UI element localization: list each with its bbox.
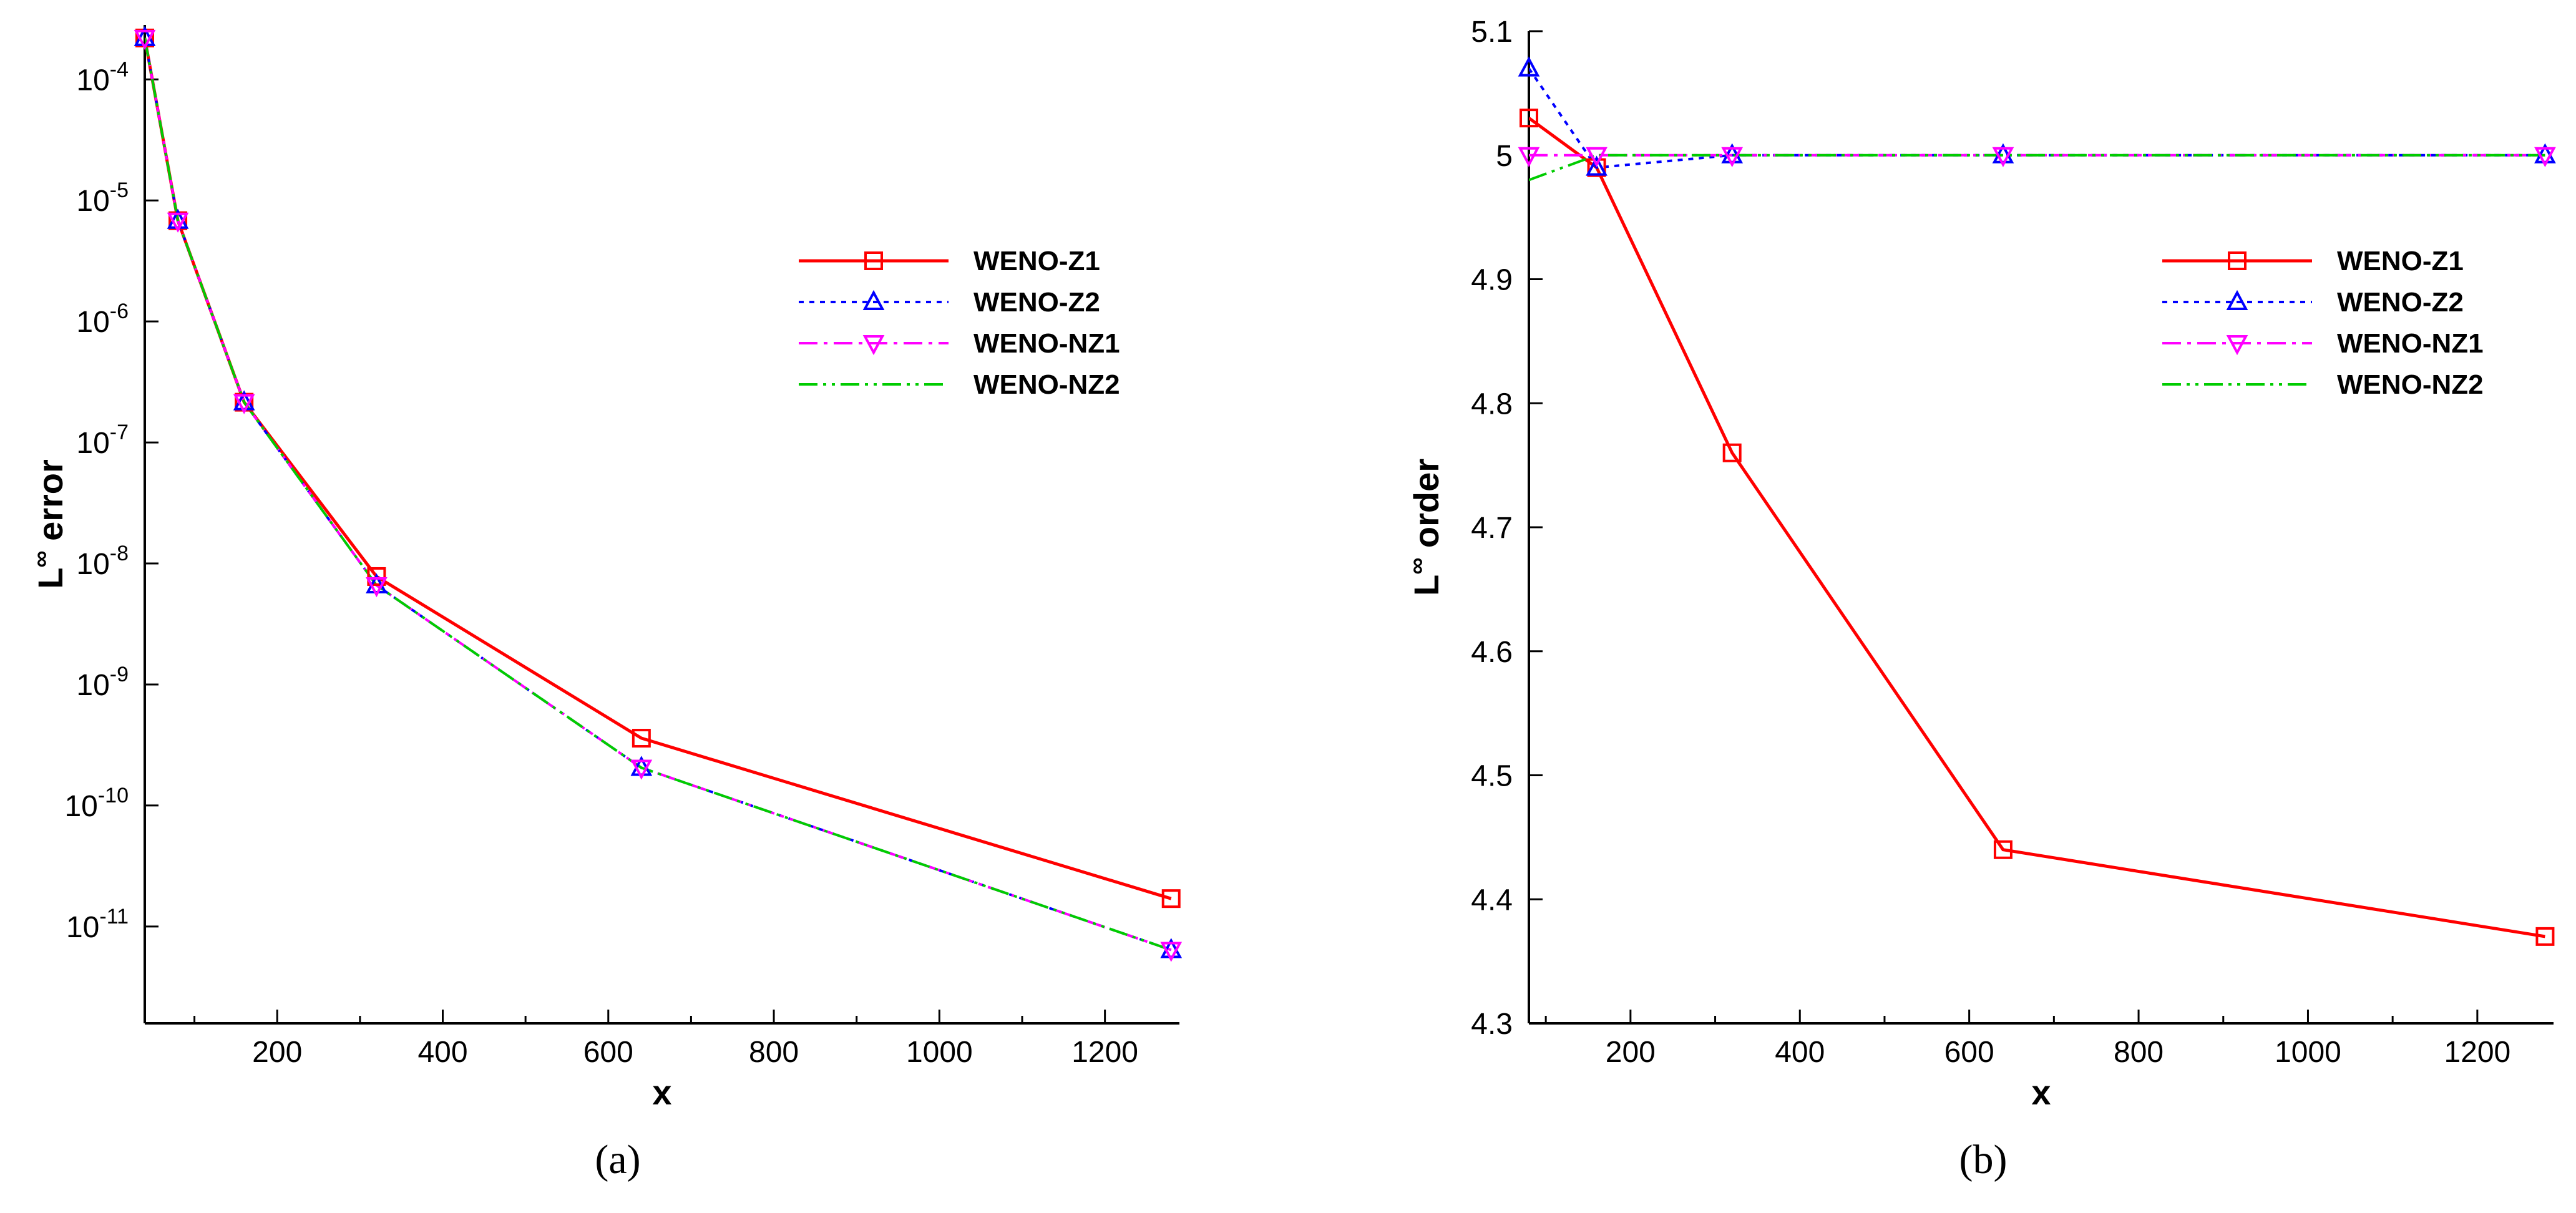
y-tick-label: 4.9 [1471,264,1513,297]
caption-b: (b) [1959,1137,2008,1182]
data-point-weno-nz1 [1586,147,1608,167]
series-line-weno-z1 [1529,117,2545,938]
chart-panel-b: 200 400 600 800 1000 1200 4.3 4.4 4.5 4.6 4.7 4.8 4.… [1404,16,2556,1112]
data-point-weno-z2 [1518,56,1540,77]
x-tick-label: 1000 [906,1036,973,1069]
series-line-weno-z1 [145,37,1172,900]
legend-label: WENO-NZ1 [2337,328,2484,359]
data-point-weno-nz1 [366,577,388,598]
y-tick-label: 5 [1496,140,1513,173]
y-tick-label: 4.7 [1471,512,1513,545]
data-point-weno-z1 [1722,443,1742,462]
data-point-weno-z1 [2535,927,2555,946]
y-tick-label: 4.4 [1471,884,1513,917]
x-tick-label: 1200 [1071,1036,1138,1069]
y-axis-title: L∞ error [28,459,70,589]
data-point-weno-nz1 [630,759,653,780]
data-point-weno-nz1 [2534,147,2556,167]
legend-label: WENO-Z1 [973,246,1100,276]
y-tick-label: 4.6 [1471,636,1513,669]
series-line-weno-nz1 [145,37,1172,952]
legend-label: WENO-Z2 [2337,287,2464,318]
legend-marker-weno-nz1 [862,335,885,356]
y-tick-label: 10-8 [76,542,129,581]
legend-label: WENO-NZ1 [973,328,1120,359]
data-point-weno-z1 [1520,109,1538,128]
series-line-weno-nz2 [145,37,1172,952]
x-tick-label: 600 [1944,1036,1994,1069]
legend-marker-weno-z2 [2226,290,2248,310]
data-point-weno-nz1 [1518,147,1540,167]
data-point-weno-z1 [1161,889,1181,909]
y-tick-label: 5.1 [1471,16,1513,49]
data-point-weno-z2 [1586,155,1608,176]
x-tick-label: 800 [2114,1036,2164,1069]
x-axis-title: x [2031,1073,2051,1112]
data-point-weno-z1 [632,729,651,748]
y-tick-label: 4.8 [1471,387,1513,421]
y-tick-label: 10-4 [76,57,129,97]
y-tick-label: 10-9 [76,663,129,702]
series-line-weno-z2 [145,37,1172,952]
legend-label: WENO-Z2 [973,287,1100,318]
y-tick-label: 10-11 [66,905,129,944]
y-tick-label: 10-10 [64,784,129,823]
legend-marker-weno-z2 [862,290,885,310]
legend-label: WENO-Z1 [2337,246,2464,276]
y-tick-label: 10-5 [76,178,129,218]
x-tick-label: 200 [1606,1036,1656,1069]
x-axis-title: x [652,1073,671,1112]
y-tick-label: 10-6 [76,300,129,339]
legend-label: WENO-NZ2 [973,369,1120,400]
y-tick-label: 4.3 [1471,1008,1513,1041]
x-tick-label: 400 [1775,1036,1825,1069]
x-tick-label: 800 [749,1036,799,1069]
x-tick-label: 200 [252,1036,302,1069]
caption-a: (a) [595,1137,640,1182]
data-point-weno-z1 [1993,840,2012,859]
y-axis-title: L∞ order [1404,459,1446,596]
data-point-weno-nz1 [233,394,255,414]
chart-panel-a: 200 400 600 800 1000 1200 10-4 10-5 10-6 10-7 10-8… [28,25,1183,1112]
x-tick-label: 1200 [2444,1036,2510,1069]
legend-marker-weno-z1 [2228,251,2247,270]
series-line-weno-z2 [1529,67,2545,169]
legend-marker-weno-z1 [864,251,883,270]
data-point-weno-z1 [367,567,386,586]
x-tick-label: 1000 [2275,1036,2341,1069]
data-point-weno-nz1 [1992,147,2014,167]
data-point-weno-nz1 [1160,942,1183,962]
data-point-weno-nz1 [167,212,189,233]
data-point-weno-nz1 [134,29,156,51]
legend-marker-weno-nz1 [2226,335,2248,356]
y-tick-label: 4.5 [1471,760,1513,793]
series-line-weno-nz2 [1529,153,2545,182]
data-point-weno-nz1 [1721,147,1744,167]
x-tick-label: 600 [583,1036,633,1069]
legend-label: WENO-NZ2 [2337,369,2484,400]
x-tick-label: 400 [417,1036,467,1069]
y-tick-label: 10-7 [76,421,129,460]
